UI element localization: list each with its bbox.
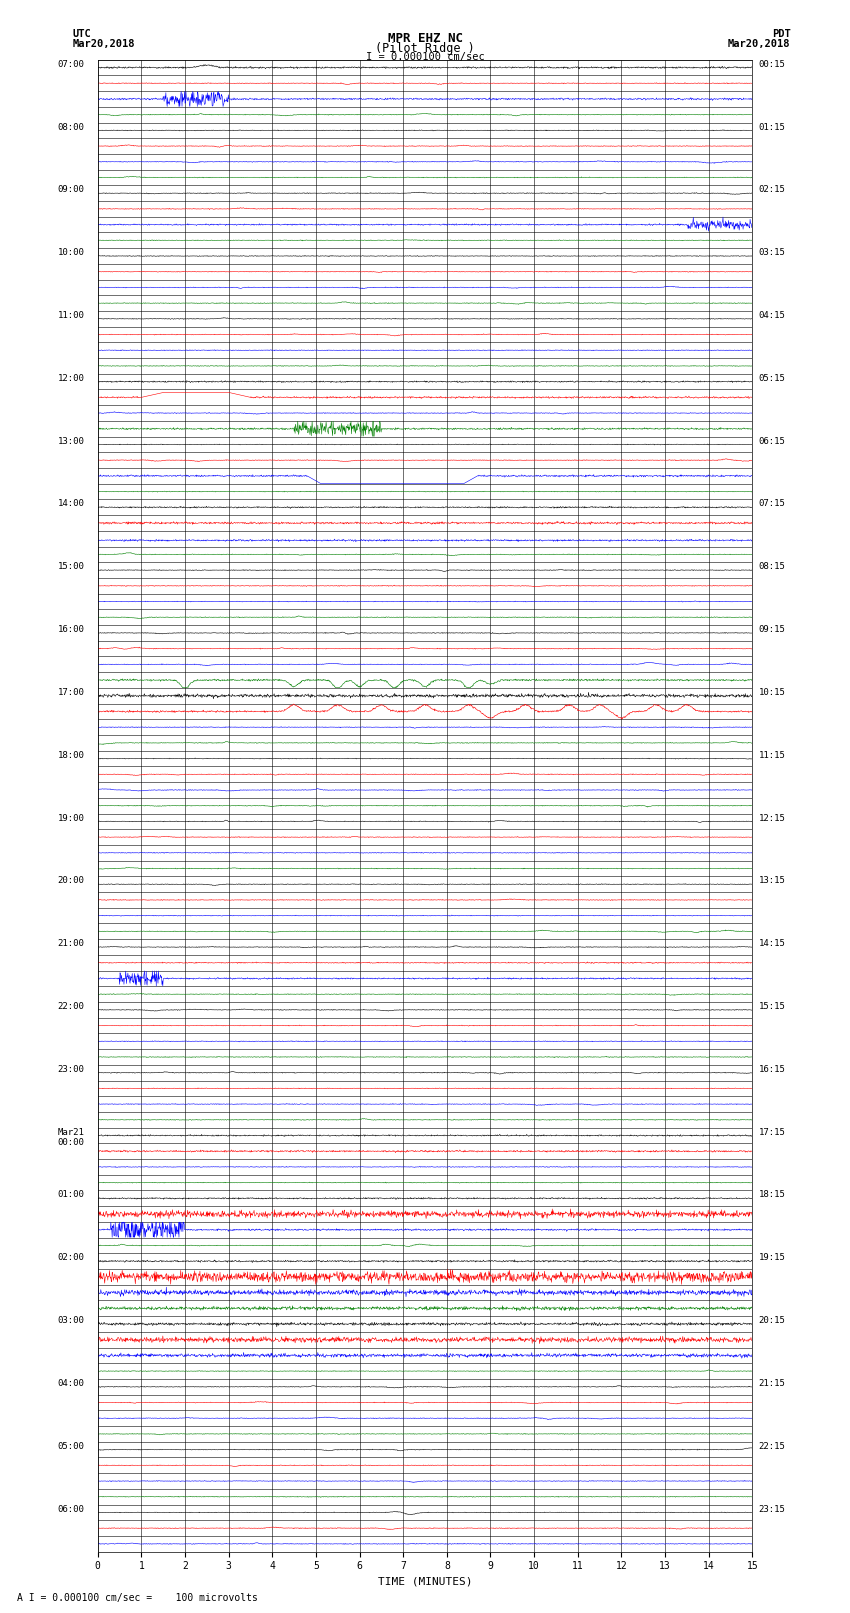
- Text: 05:00: 05:00: [58, 1442, 85, 1450]
- Text: 10:00: 10:00: [58, 248, 85, 256]
- Text: 14:15: 14:15: [759, 939, 785, 948]
- Text: I = 0.000100 cm/sec: I = 0.000100 cm/sec: [366, 52, 484, 61]
- Text: 10:15: 10:15: [759, 687, 785, 697]
- Text: 13:00: 13:00: [58, 437, 85, 445]
- Text: 17:15: 17:15: [759, 1127, 785, 1137]
- Text: 16:00: 16:00: [58, 626, 85, 634]
- Text: 13:15: 13:15: [759, 876, 785, 886]
- Text: 02:15: 02:15: [759, 185, 785, 194]
- Text: 15:00: 15:00: [58, 563, 85, 571]
- Text: 09:15: 09:15: [759, 626, 785, 634]
- Text: 20:00: 20:00: [58, 876, 85, 886]
- Text: 17:00: 17:00: [58, 687, 85, 697]
- Text: A I = 0.000100 cm/sec =    100 microvolts: A I = 0.000100 cm/sec = 100 microvolts: [17, 1594, 258, 1603]
- Text: Mar20,2018: Mar20,2018: [728, 39, 791, 48]
- Text: 19:15: 19:15: [759, 1253, 785, 1263]
- Text: 11:00: 11:00: [58, 311, 85, 319]
- Text: 00:15: 00:15: [759, 60, 785, 69]
- Text: 09:00: 09:00: [58, 185, 85, 194]
- Text: 12:00: 12:00: [58, 374, 85, 382]
- Text: 03:00: 03:00: [58, 1316, 85, 1326]
- Text: 11:15: 11:15: [759, 750, 785, 760]
- Text: 03:15: 03:15: [759, 248, 785, 256]
- Text: 01:00: 01:00: [58, 1190, 85, 1200]
- Text: 22:15: 22:15: [759, 1442, 785, 1450]
- Text: 07:00: 07:00: [58, 60, 85, 69]
- Text: 22:00: 22:00: [58, 1002, 85, 1011]
- Text: 19:00: 19:00: [58, 813, 85, 823]
- Text: Mar20,2018: Mar20,2018: [72, 39, 135, 48]
- Text: 06:15: 06:15: [759, 437, 785, 445]
- Text: 21:00: 21:00: [58, 939, 85, 948]
- Text: (Pilot Ridge ): (Pilot Ridge ): [375, 42, 475, 55]
- Text: 08:15: 08:15: [759, 563, 785, 571]
- Text: 21:15: 21:15: [759, 1379, 785, 1387]
- Text: 06:00: 06:00: [58, 1505, 85, 1513]
- Text: PDT: PDT: [772, 29, 791, 39]
- Text: 15:15: 15:15: [759, 1002, 785, 1011]
- Text: 18:15: 18:15: [759, 1190, 785, 1200]
- Text: Mar21
00:00: Mar21 00:00: [58, 1127, 85, 1147]
- X-axis label: TIME (MINUTES): TIME (MINUTES): [377, 1578, 473, 1587]
- Text: 23:15: 23:15: [759, 1505, 785, 1513]
- Text: 04:00: 04:00: [58, 1379, 85, 1387]
- Text: 16:15: 16:15: [759, 1065, 785, 1074]
- Text: 07:15: 07:15: [759, 500, 785, 508]
- Text: 23:00: 23:00: [58, 1065, 85, 1074]
- Text: MPR EHZ NC: MPR EHZ NC: [388, 32, 462, 45]
- Text: 05:15: 05:15: [759, 374, 785, 382]
- Text: 01:15: 01:15: [759, 123, 785, 132]
- Text: UTC: UTC: [72, 29, 91, 39]
- Text: 14:00: 14:00: [58, 500, 85, 508]
- Text: 12:15: 12:15: [759, 813, 785, 823]
- Text: 08:00: 08:00: [58, 123, 85, 132]
- Text: 04:15: 04:15: [759, 311, 785, 319]
- Text: 20:15: 20:15: [759, 1316, 785, 1326]
- Text: 02:00: 02:00: [58, 1253, 85, 1263]
- Text: 18:00: 18:00: [58, 750, 85, 760]
